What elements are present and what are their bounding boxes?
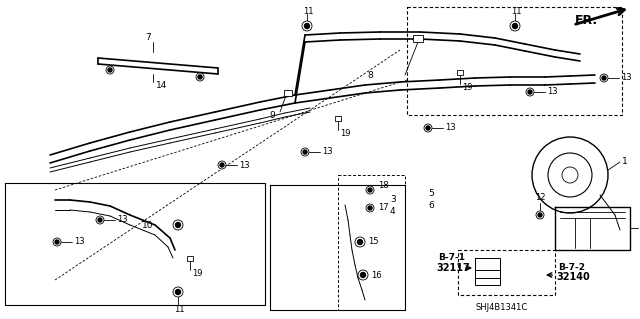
Text: 13: 13 — [74, 238, 84, 247]
Circle shape — [173, 287, 183, 297]
Circle shape — [175, 290, 180, 294]
Bar — [457, 70, 463, 75]
Text: 11: 11 — [511, 6, 522, 16]
Circle shape — [562, 167, 578, 183]
Circle shape — [198, 75, 202, 79]
Circle shape — [368, 188, 372, 192]
Text: 17: 17 — [378, 204, 388, 212]
Circle shape — [536, 211, 544, 219]
Circle shape — [538, 213, 542, 217]
Text: 13: 13 — [322, 147, 333, 157]
Circle shape — [106, 66, 114, 74]
Circle shape — [196, 73, 204, 81]
Circle shape — [108, 68, 112, 72]
Text: B-7-1: B-7-1 — [438, 254, 465, 263]
Circle shape — [426, 126, 430, 130]
Text: FR.: FR. — [575, 13, 598, 26]
Circle shape — [526, 88, 534, 96]
Text: 12: 12 — [535, 194, 545, 203]
Text: 13: 13 — [547, 87, 557, 97]
Text: B-7-2: B-7-2 — [558, 263, 585, 271]
Text: 4: 4 — [390, 207, 396, 217]
Circle shape — [220, 163, 224, 167]
Bar — [413, 35, 423, 42]
Circle shape — [175, 222, 180, 227]
Text: 19: 19 — [192, 270, 202, 278]
Text: 32117: 32117 — [436, 263, 470, 273]
Circle shape — [548, 153, 592, 197]
Text: 13: 13 — [117, 216, 127, 225]
Text: 3: 3 — [390, 196, 396, 204]
Circle shape — [98, 218, 102, 222]
Circle shape — [96, 216, 104, 224]
Circle shape — [302, 21, 312, 31]
Circle shape — [368, 206, 372, 210]
Text: 1: 1 — [622, 158, 628, 167]
Circle shape — [366, 186, 374, 194]
Text: 10: 10 — [142, 220, 154, 229]
Circle shape — [532, 137, 608, 213]
Circle shape — [53, 238, 61, 246]
Text: 15: 15 — [368, 238, 378, 247]
Text: 13: 13 — [621, 73, 632, 83]
Circle shape — [600, 74, 608, 82]
Text: 6: 6 — [428, 201, 434, 210]
Circle shape — [358, 270, 368, 280]
Circle shape — [303, 150, 307, 154]
Circle shape — [366, 204, 374, 212]
Bar — [187, 256, 193, 261]
Circle shape — [218, 161, 226, 169]
Circle shape — [424, 124, 432, 132]
Text: 19: 19 — [462, 84, 472, 93]
Circle shape — [173, 220, 183, 230]
Circle shape — [528, 90, 532, 94]
Text: 16: 16 — [371, 271, 381, 279]
Circle shape — [510, 21, 520, 31]
Circle shape — [360, 272, 365, 278]
Text: 19: 19 — [340, 130, 351, 138]
Text: 11: 11 — [303, 6, 314, 16]
Text: 18: 18 — [378, 181, 388, 189]
Text: 13: 13 — [239, 160, 250, 169]
Text: 9: 9 — [269, 112, 275, 121]
Circle shape — [602, 76, 606, 80]
Circle shape — [358, 240, 362, 244]
Bar — [335, 116, 341, 121]
Text: 32140: 32140 — [556, 272, 589, 282]
Text: 14: 14 — [156, 80, 168, 90]
Circle shape — [513, 24, 518, 28]
Circle shape — [355, 237, 365, 247]
Circle shape — [55, 240, 59, 244]
Text: 5: 5 — [428, 189, 434, 197]
Text: 8: 8 — [367, 70, 372, 79]
Text: SHJ4B1341C: SHJ4B1341C — [476, 303, 528, 313]
Text: 7: 7 — [145, 33, 151, 42]
Bar — [284, 90, 292, 96]
Text: 11: 11 — [173, 305, 184, 314]
Text: 13: 13 — [445, 123, 456, 132]
Circle shape — [301, 148, 309, 156]
Circle shape — [305, 24, 310, 28]
